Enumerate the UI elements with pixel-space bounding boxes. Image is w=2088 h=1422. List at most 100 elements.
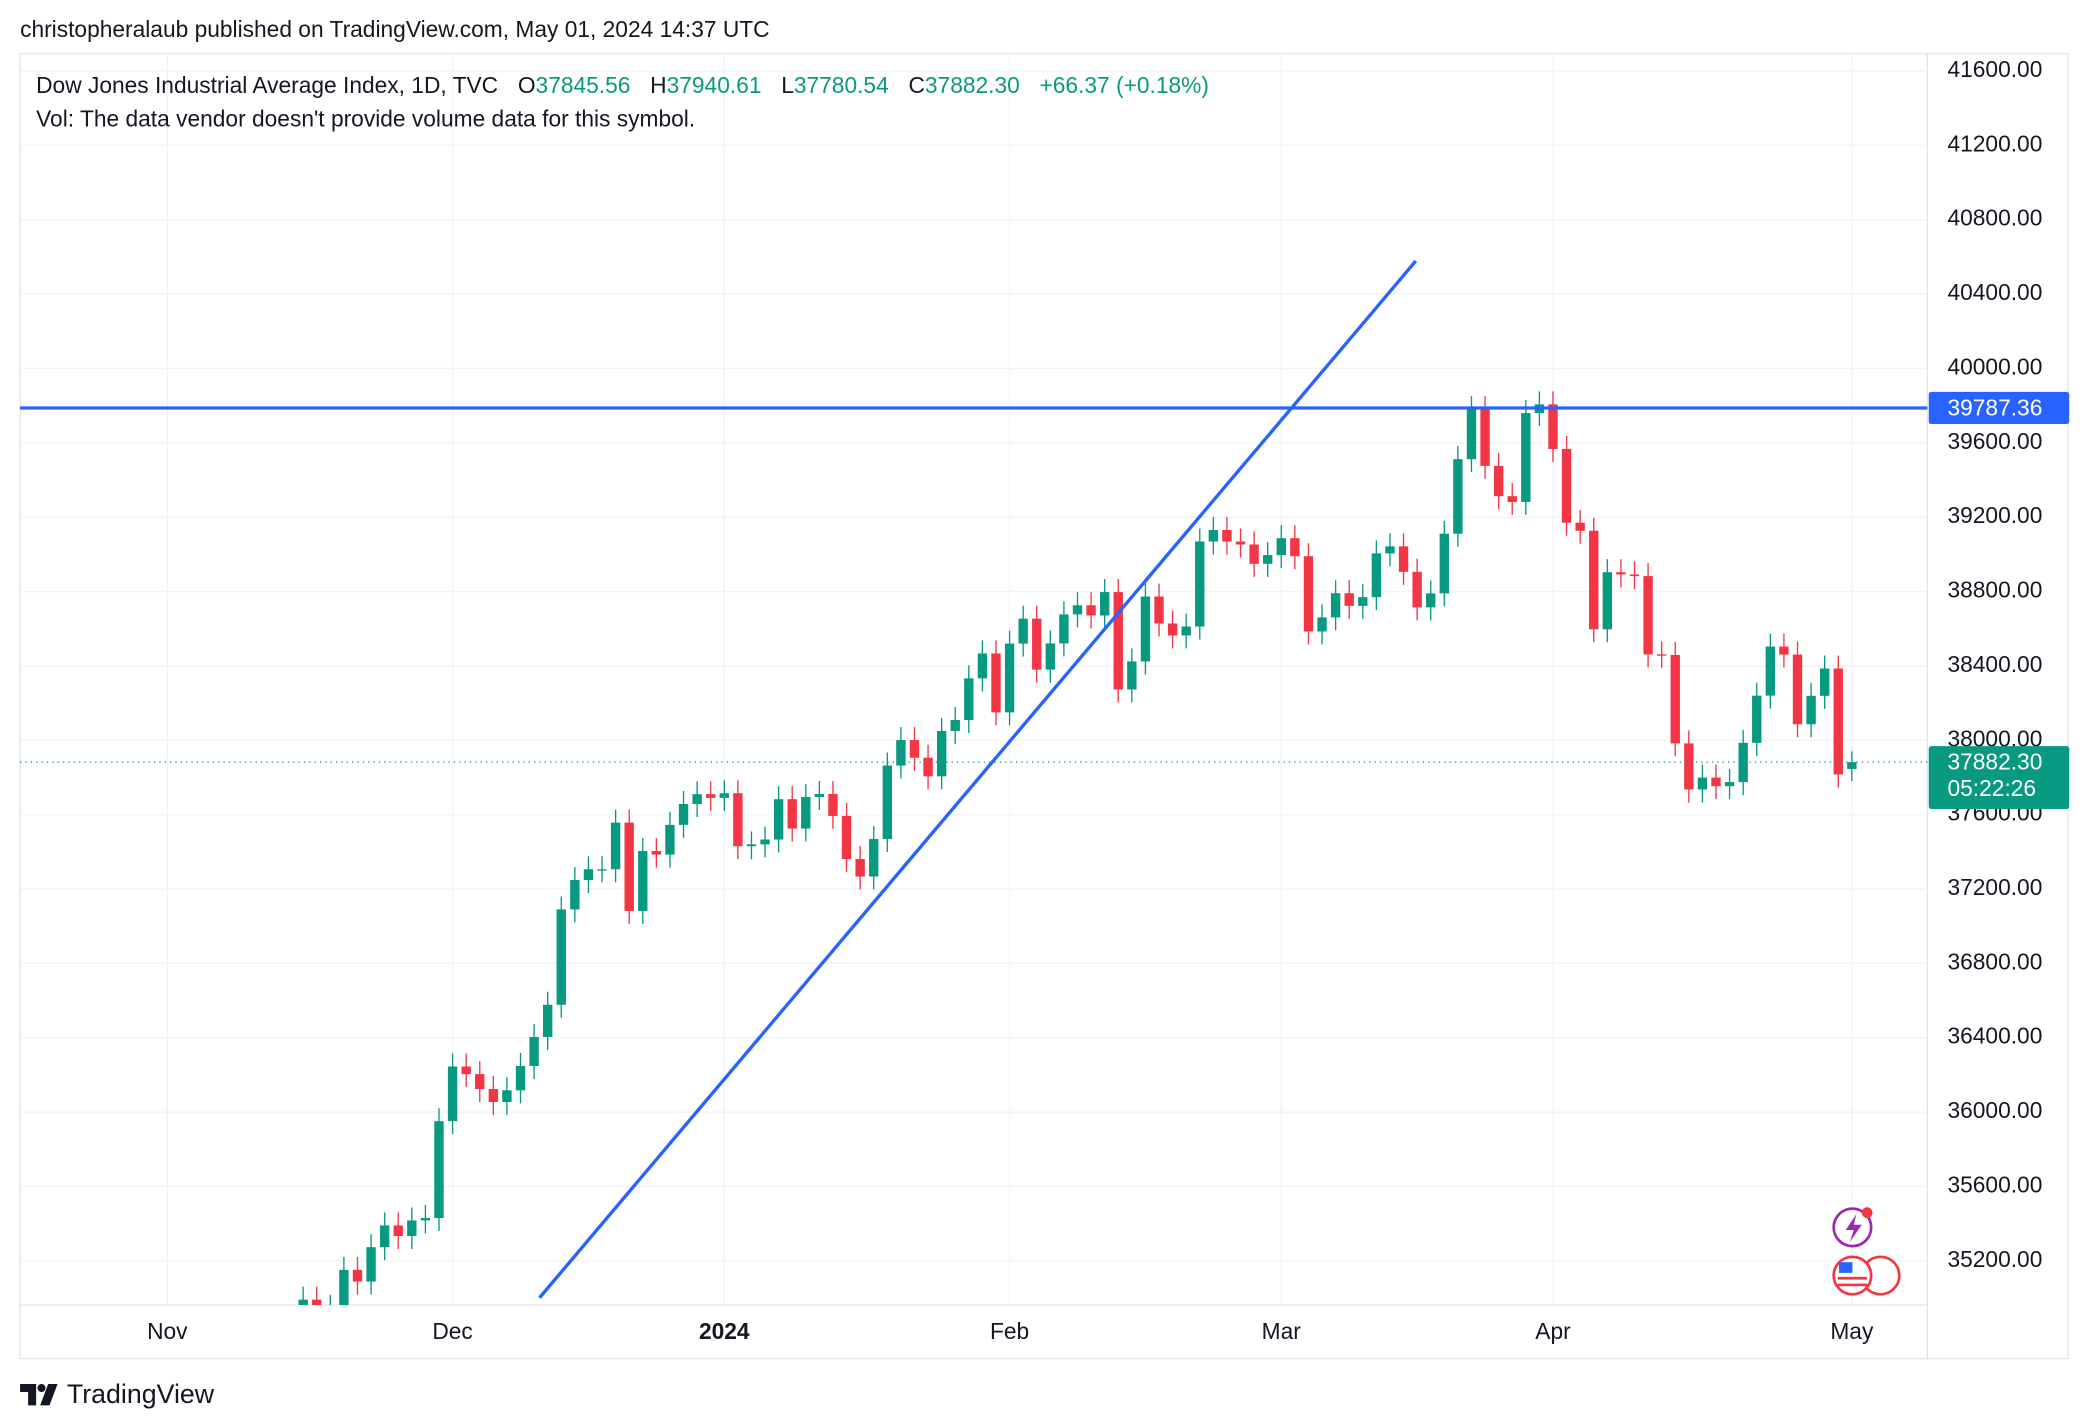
candle-body bbox=[447, 1066, 458, 1122]
candle-body bbox=[936, 730, 947, 777]
candle-body bbox=[909, 740, 920, 758]
candle-body bbox=[1140, 596, 1151, 662]
candle-body bbox=[746, 844, 757, 847]
y-tick-label: 36000.00 bbox=[1947, 1097, 2042, 1123]
candle-body bbox=[1656, 654, 1667, 656]
x-tick-label: Feb bbox=[990, 1318, 1029, 1344]
y-tick-label: 39200.00 bbox=[1947, 502, 2042, 528]
candle-body bbox=[651, 851, 662, 855]
candle-body bbox=[1072, 605, 1083, 615]
x-tick-label: Dec bbox=[432, 1318, 472, 1344]
candle-body bbox=[1521, 413, 1531, 502]
y-tick-label: 35600.00 bbox=[1947, 1171, 2042, 1197]
candle-body bbox=[502, 1090, 512, 1103]
candle-body bbox=[1507, 496, 1517, 502]
candle-body bbox=[1792, 654, 1803, 725]
candle-body bbox=[461, 1066, 471, 1075]
candle-body bbox=[1303, 556, 1314, 632]
candle-body bbox=[1684, 743, 1694, 790]
candle-body bbox=[1317, 617, 1327, 632]
candle-body bbox=[570, 880, 580, 910]
candle-body bbox=[1263, 555, 1273, 564]
published-header: christopheralaub published on TradingVie… bbox=[20, 16, 770, 42]
plot bbox=[298, 259, 1857, 1309]
candle-body bbox=[1765, 646, 1776, 696]
candle-body bbox=[787, 799, 797, 829]
candle-body bbox=[1752, 695, 1762, 743]
candle-body bbox=[1208, 530, 1219, 542]
candle-body bbox=[1290, 538, 1300, 557]
y-tick-label: 41200.00 bbox=[1947, 130, 2042, 156]
last-price-box bbox=[1928, 746, 2070, 809]
candle-body bbox=[855, 859, 865, 877]
frame bbox=[19, 52, 2069, 1360]
candle-body bbox=[1806, 695, 1816, 725]
candle-body bbox=[434, 1121, 444, 1219]
candle-body bbox=[1004, 643, 1015, 713]
candle-body bbox=[964, 678, 974, 720]
candle-body bbox=[1086, 605, 1096, 616]
candle-body bbox=[1059, 614, 1069, 644]
candle-body bbox=[1330, 593, 1341, 618]
bolt bbox=[1845, 1213, 1862, 1243]
candle-body bbox=[326, 1308, 335, 1309]
trend-line bbox=[538, 259, 1418, 1299]
indicator-icons bbox=[1832, 1207, 1901, 1296]
candle-body bbox=[841, 815, 852, 860]
candle-body bbox=[624, 822, 634, 911]
candle-body bbox=[339, 1269, 349, 1306]
candle-body bbox=[1154, 596, 1164, 624]
candle-body bbox=[1113, 592, 1123, 690]
candle-body bbox=[610, 822, 621, 870]
candle-body bbox=[1779, 646, 1789, 655]
candle-body bbox=[1426, 593, 1436, 608]
candle-body bbox=[515, 1065, 526, 1091]
candle-body bbox=[407, 1220, 417, 1237]
candle-body bbox=[597, 869, 607, 871]
candle-body bbox=[1629, 574, 1640, 577]
volume-note: Vol: The data vendor doesn't provide vol… bbox=[36, 105, 695, 131]
candle-body bbox=[366, 1247, 376, 1282]
candle-body bbox=[1222, 530, 1232, 542]
field-key: C bbox=[908, 72, 924, 98]
candle-body bbox=[1453, 459, 1463, 534]
candle-body bbox=[1575, 522, 1585, 531]
candle-body bbox=[1249, 544, 1259, 564]
legend: Dow Jones Industrial Average Index, 1D, … bbox=[36, 72, 1209, 98]
candle-body bbox=[583, 869, 594, 881]
y-tick-label: 37200.00 bbox=[1947, 874, 2042, 900]
candle-body bbox=[1127, 661, 1137, 690]
candle-body bbox=[1412, 571, 1422, 608]
candle-body bbox=[801, 796, 811, 829]
candle-body bbox=[719, 793, 729, 798]
y-tick-label: 40000.00 bbox=[1947, 353, 2042, 379]
candle-body bbox=[869, 838, 879, 877]
candle-body bbox=[1398, 546, 1409, 572]
candle-body bbox=[923, 757, 933, 777]
footer-brand: TradingView bbox=[67, 1379, 215, 1409]
candle-body bbox=[1099, 592, 1110, 616]
candle-body bbox=[1833, 668, 1843, 775]
y-tick-label: 36800.00 bbox=[1947, 948, 2042, 974]
hline-price-box bbox=[1928, 391, 2070, 425]
y-tick-label: 35200.00 bbox=[1947, 1246, 2042, 1272]
axes: 35200.00 35600.00 36000.00 36400.00 36800.00… bbox=[147, 56, 2042, 1344]
candle-body bbox=[814, 793, 825, 797]
dot bbox=[1861, 1207, 1873, 1219]
candle-body bbox=[638, 851, 648, 911]
change: +66.37 (+0.18%) bbox=[1039, 72, 1208, 98]
flag-stripes bbox=[1837, 1276, 1868, 1287]
candle-body bbox=[352, 1269, 363, 1282]
candle-body bbox=[475, 1074, 485, 1089]
candle-body bbox=[1344, 593, 1354, 606]
last-price-label: 37882.30 bbox=[1947, 748, 2042, 774]
candle-body bbox=[1493, 465, 1504, 497]
candle-body bbox=[828, 793, 838, 816]
candle-body bbox=[1358, 597, 1368, 606]
x-tick-label: Nov bbox=[147, 1318, 188, 1344]
y-tick-label: 38400.00 bbox=[1947, 651, 2042, 677]
candle-body bbox=[556, 909, 566, 1005]
candle-body bbox=[1670, 654, 1680, 744]
